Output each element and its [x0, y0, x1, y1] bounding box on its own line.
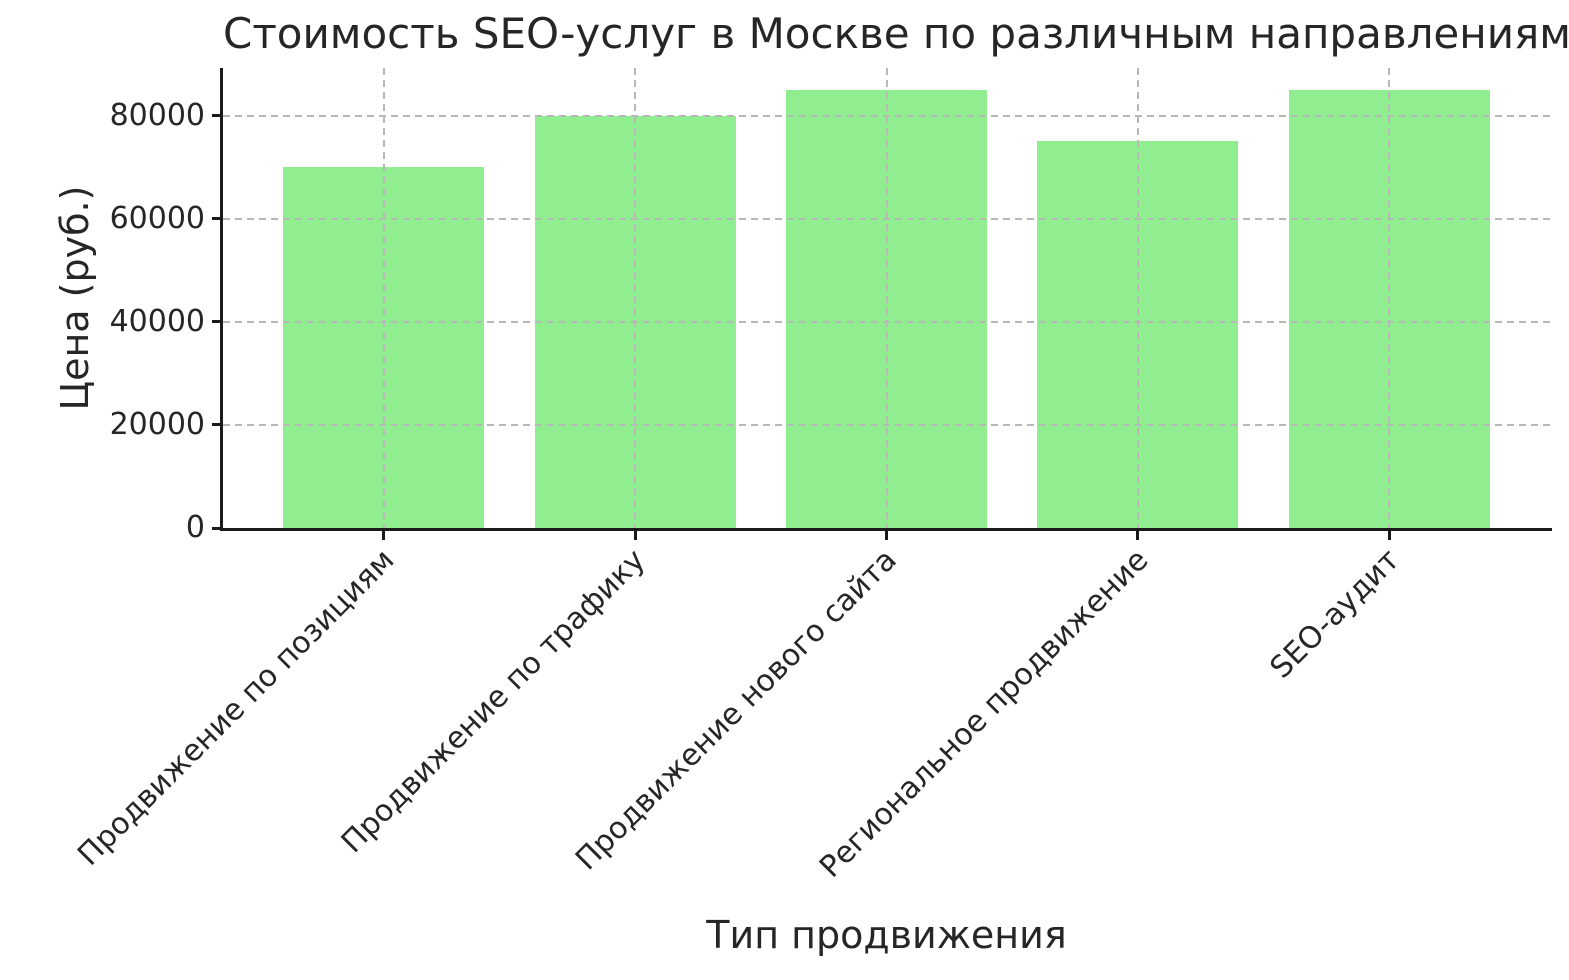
y-tick-mark: [212, 320, 223, 324]
x-tick-mark: [633, 528, 637, 540]
chart-title: Стоимость SEO-услуг в Москве по различны…: [223, 9, 1569, 58]
gridline-vertical: [634, 68, 637, 528]
y-tick-mark: [212, 114, 223, 118]
y-tick-label: 0: [185, 510, 205, 545]
x-tick-mark: [1136, 528, 1140, 540]
plot-area: [223, 68, 1550, 528]
gridline-vertical: [1388, 68, 1391, 528]
gridline-vertical: [1136, 68, 1139, 528]
x-tick-mark: [885, 528, 888, 540]
y-tick-label: 20000: [109, 406, 205, 442]
y-tick-mark: [212, 423, 223, 427]
y-tick-label: 60000: [109, 200, 205, 236]
y-tick-mark: [212, 526, 223, 530]
gridline-vertical: [885, 68, 888, 528]
x-tick-mark: [1387, 528, 1391, 540]
y-tick-label: 80000: [109, 97, 205, 133]
x-tick-label: SEO-аудит: [1263, 542, 1407, 686]
x-tick-label: Продвижение по трафику: [335, 542, 653, 861]
y-axis-spine: [220, 68, 223, 531]
y-tick-label: 40000: [109, 303, 205, 339]
y-tick-mark: [212, 217, 223, 221]
gridline-vertical: [382, 68, 385, 528]
x-axis-title: Тип продвижения: [706, 913, 1067, 957]
x-tick-mark: [382, 528, 386, 540]
